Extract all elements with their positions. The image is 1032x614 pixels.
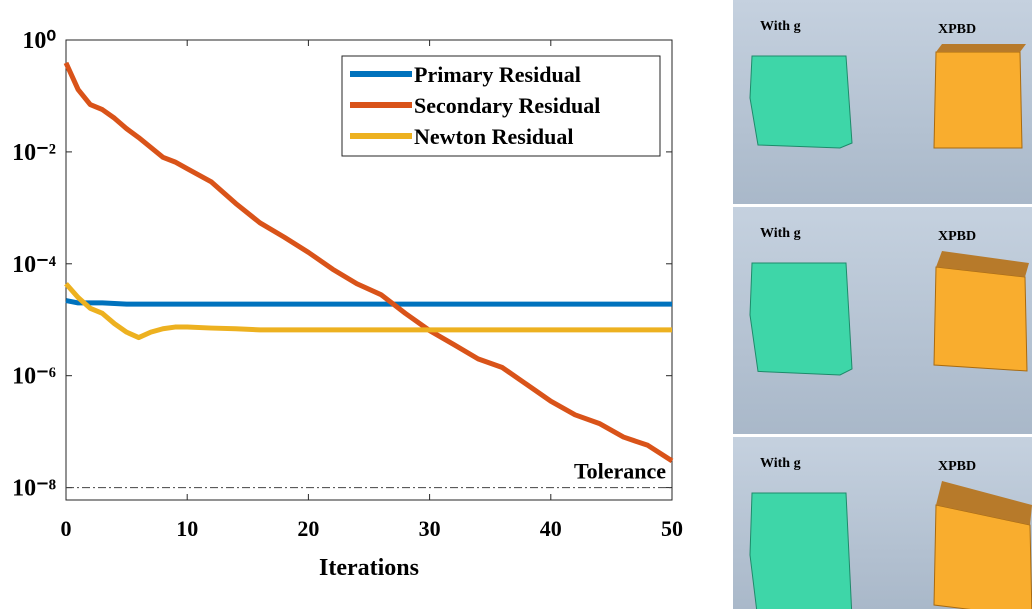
x-axis-label: Iterations [319, 555, 419, 581]
sim-panel: With g XPBD [733, 0, 1032, 204]
y-tick-label: 10⁻² [12, 140, 56, 166]
x-tick-label: 0 [61, 516, 72, 541]
x-tick-label: 20 [297, 516, 319, 541]
cube-green [750, 263, 852, 375]
panel-label: With g [760, 226, 801, 241]
tolerance-label: Tolerance [574, 459, 666, 484]
cube-orange [934, 267, 1027, 371]
sim-panel: With g XPBD [733, 437, 1032, 609]
x-tick-label: 30 [419, 516, 441, 541]
legend-label: Primary Residual [414, 62, 581, 87]
x-tick-label: 10 [176, 516, 198, 541]
x-tick-label: 50 [661, 516, 683, 541]
cube-orange [934, 52, 1022, 148]
y-tick-label: 10⁻⁶ [12, 364, 56, 390]
sim-panel: With g XPBD [733, 207, 1032, 434]
cube-top [936, 44, 1026, 52]
cube-green [750, 493, 852, 609]
legend-label: Newton Residual [414, 124, 574, 149]
panel-label: With g [760, 19, 801, 34]
cube-green [750, 56, 852, 148]
y-tick-label: 10⁻⁸ [12, 476, 56, 502]
legend-label: Secondary Residual [414, 93, 600, 118]
panel-label: XPBD [938, 22, 976, 37]
y-tick-label: 10⁻⁴ [12, 252, 56, 278]
panel-label: With g [760, 456, 801, 471]
x-tick-label: 40 [540, 516, 562, 541]
panel-label: XPBD [938, 459, 976, 474]
y-tick-label: 10⁰ [22, 28, 56, 54]
panel-label: XPBD [938, 229, 976, 244]
figure: Iterations 0 10 20 30 40 50 10⁰ 10⁻² 10⁻⁴ 10⁻⁶ 10⁻… [0, 0, 1032, 609]
